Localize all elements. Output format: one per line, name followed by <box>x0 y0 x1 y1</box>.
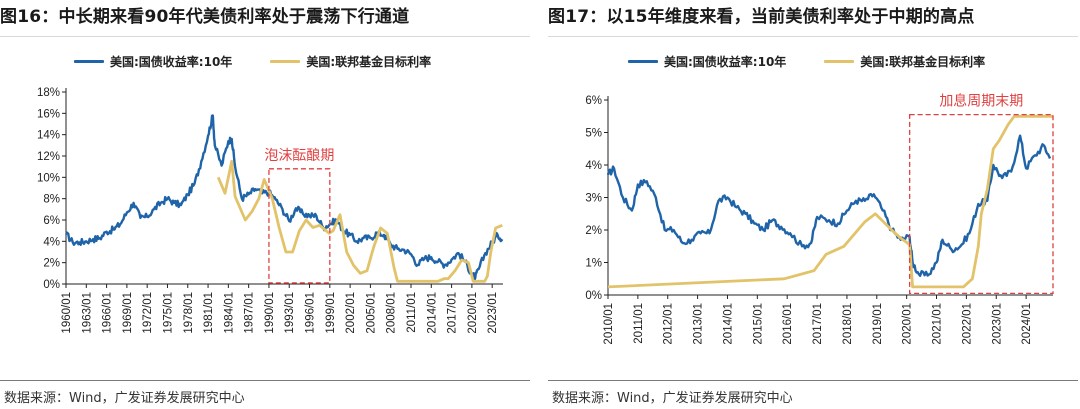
y-tick-label: 6% <box>43 215 60 227</box>
x-tick-label: 2014/01 <box>426 292 438 334</box>
x-tick-label: 1963/01 <box>81 292 93 334</box>
series-line-fed-funds <box>216 159 503 283</box>
y-tick-label: 16% <box>37 108 60 120</box>
legend-label-fed-funds: 美国:联邦基金目标利率 <box>860 55 986 69</box>
x-tick-label: 2020/01 <box>902 303 914 345</box>
y-tick-label: 1% <box>585 258 602 270</box>
annotation-box <box>268 168 331 284</box>
annotation-box <box>908 113 1054 295</box>
y-tick-label: 0% <box>43 279 60 291</box>
x-tick-label: 2016/01 <box>782 303 794 345</box>
title-divider <box>0 36 530 37</box>
source-note: 数据来源：Wind，广发证券发展研究中心 <box>4 391 245 406</box>
x-tick-label: 2008/01 <box>386 292 398 334</box>
x-tick-label: 2010/01 <box>603 303 615 345</box>
x-tick-label: 2015/01 <box>752 303 764 345</box>
x-tick-label: 2005/01 <box>365 292 377 334</box>
x-tick-label: 2024/01 <box>1021 303 1033 345</box>
chart-legend: 美国:国债收益率:10年 美国:联邦基金目标利率 <box>628 53 985 70</box>
source-note: 数据来源：Wind，广发证券发展研究中心 <box>552 391 793 406</box>
legend-swatch-ten-year <box>628 60 658 63</box>
y-tick-label: 18% <box>37 87 60 99</box>
y-tick-label: 4% <box>585 160 602 172</box>
series-line-ten-year <box>65 114 504 281</box>
y-tick-label: 8% <box>43 194 60 206</box>
x-tick-label: 1990/01 <box>264 292 276 334</box>
y-tick-label: 4% <box>43 236 60 248</box>
title-divider <box>548 36 1078 37</box>
annotation-label: 泡沫酝酿期 <box>264 148 334 164</box>
y-tick-label: 10% <box>37 172 60 184</box>
x-tick-label: 2002/01 <box>345 292 357 334</box>
y-tick-label: 5% <box>585 128 602 140</box>
x-tick-label: 2022/01 <box>961 303 973 345</box>
chart-title: 图17：以15年维度来看，当前美债利率处于中期的高点 <box>548 7 975 27</box>
annotation-label: 加息周期末期 <box>939 93 1023 110</box>
x-tick-label: 1960/01 <box>61 292 73 334</box>
legend-swatch-fed-funds <box>270 60 301 63</box>
legend-swatch-ten-year <box>74 60 104 63</box>
y-tick-label: 2% <box>585 225 602 237</box>
chart-panel-right: 图17：以15年维度来看，当前美债利率处于中期的高点 美国:国债收益率:10年 … <box>548 0 1078 409</box>
legend-label-ten-year: 美国:国债收益率:10年 <box>664 55 787 69</box>
legend-swatch-fed-funds <box>824 60 855 63</box>
x-tick-label: 2014/01 <box>722 303 734 345</box>
x-tick-label: 2021/01 <box>932 303 944 345</box>
x-tick-label: 1993/01 <box>284 292 296 334</box>
y-tick-label: 14% <box>37 130 60 142</box>
y-tick-label: 2% <box>43 258 60 270</box>
legend-label-fed-funds: 美国:联邦基金目标利率 <box>306 55 432 69</box>
x-tick-label: 2013/01 <box>693 303 705 345</box>
x-tick-label: 2011/01 <box>406 292 418 333</box>
chart-plot-left: 0% 2% 4% 6% 8% 10% 12% 14% 16% 18% 1960/01 1963/01 1… <box>37 87 504 334</box>
x-tick-label: 2011/01 <box>633 303 645 344</box>
x-tick-label: 2020/01 <box>467 292 479 334</box>
series-line-fed-funds <box>607 114 1053 289</box>
x-tick-label: 1966/01 <box>102 292 114 334</box>
x-tick-label: 1978/01 <box>183 292 195 334</box>
y-tick-label: 12% <box>37 151 60 163</box>
x-tick-label: 1975/01 <box>162 292 174 334</box>
source-divider <box>548 380 1078 381</box>
chart-plot-right: 0% 1% 2% 3% 4% 5% 6% 2010/01 2011/01 2012/01 2013/… <box>585 93 1054 345</box>
y-tick-label: 0% <box>585 290 602 302</box>
x-tick-label: 2018/01 <box>842 303 854 345</box>
series-line-ten-year <box>606 134 1052 277</box>
legend-label-ten-year: 美国:国债收益率:10年 <box>110 55 233 69</box>
y-tick-label: 6% <box>585 95 602 107</box>
chart-title: 图16：中长期来看90年代美债利率处于震荡下行通道 <box>0 7 410 27</box>
x-tick-label: 1969/01 <box>122 292 134 334</box>
x-tick-label: 1987/01 <box>244 292 256 334</box>
source-divider <box>0 380 530 381</box>
x-tick-label: 1984/01 <box>223 292 235 334</box>
x-tick-label: 1999/01 <box>325 292 337 334</box>
y-tick-label: 3% <box>585 193 602 205</box>
x-tick-label: 2012/01 <box>663 303 675 345</box>
x-tick-label: 1972/01 <box>142 292 154 334</box>
x-tick-label: 2017/01 <box>812 303 824 345</box>
x-tick-label: 2023/01 <box>487 292 499 334</box>
x-tick-label: 2019/01 <box>872 303 884 345</box>
x-tick-label: 1981/01 <box>203 292 215 334</box>
x-tick-label: 2023/01 <box>991 303 1003 345</box>
chart-panel-left: 图16：中长期来看90年代美债利率处于震荡下行通道 美国:国债收益率:10年 美… <box>0 0 530 409</box>
chart-legend: 美国:国债收益率:10年 美国:联邦基金目标利率 <box>74 53 431 70</box>
x-tick-label: 2017/01 <box>447 292 459 334</box>
x-tick-label: 1996/01 <box>305 292 317 334</box>
